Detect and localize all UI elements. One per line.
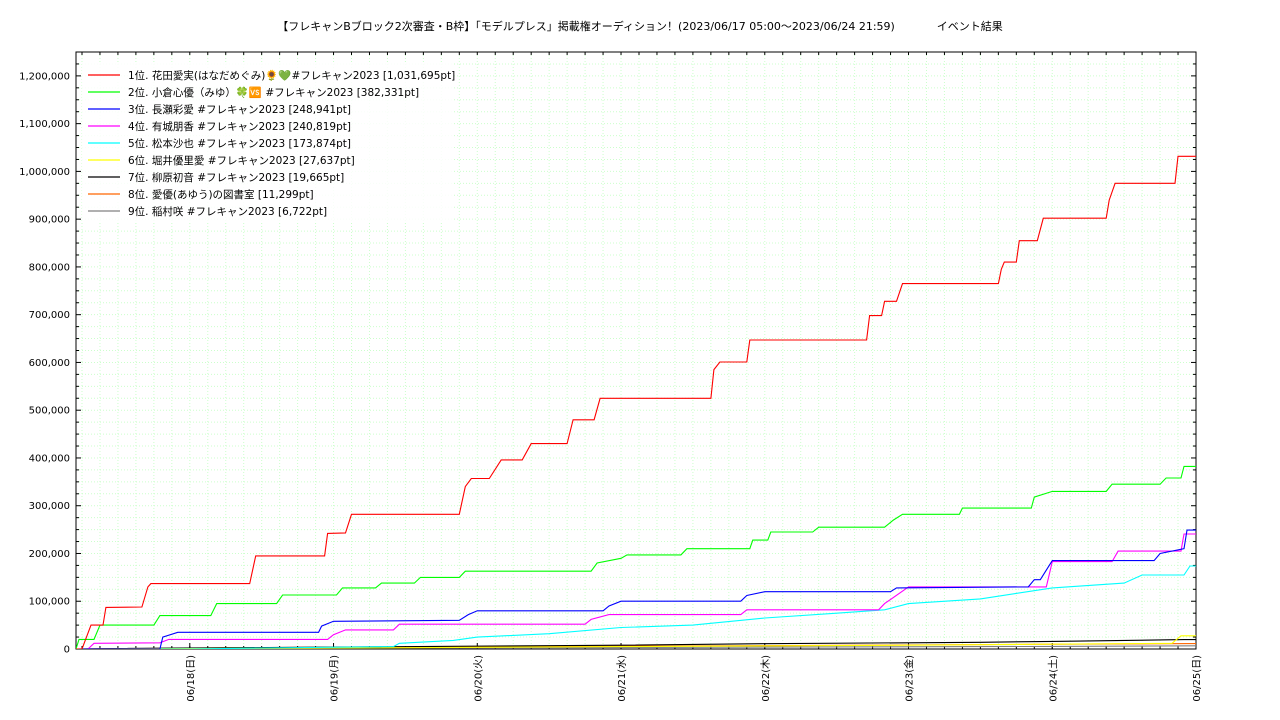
y-tick-label: 1,000,000 [19, 167, 70, 178]
legend-box [82, 62, 452, 222]
y-tick-label: 400,000 [29, 453, 70, 464]
legend-entry: 7位. 柳原初音 #フレキャン2023 [19,665pt] [128, 171, 344, 184]
legend-entry: 3位. 長瀬彩愛 #フレキャン2023 [248,941pt] [128, 103, 351, 116]
legend-entry: 4位. 有城朋香 #フレキャン2023 [240,819pt] [128, 120, 351, 133]
x-tick-label: 06/25(日) [1192, 655, 1203, 702]
legend-entry: 9位. 稲村咲 #フレキャン2023 [6,722pt] [128, 205, 327, 218]
legend-entry: 8位. 愛優(あゆう)の図書室 [11,299pt] [128, 188, 314, 201]
x-tick-label: 06/20(火) [472, 655, 484, 702]
x-tick-label: 06/18(日) [186, 655, 197, 702]
series-line [76, 635, 1196, 649]
series-line [76, 533, 1196, 649]
chart-title: 【フレキャンBブロック2次審査・B枠】「モデルプレス」掲載権オーディション！(2… [277, 20, 1003, 33]
series-line [76, 565, 1196, 649]
x-tick-label: 06/23(金) [903, 655, 916, 702]
y-tick-label: 1,200,000 [19, 71, 70, 82]
x-tick-label: 06/21(水) [616, 655, 628, 702]
legend-entry: 1位. 花田愛実(はなだめぐみ)🌻💚#フレキャン2023 [1,031,695p… [128, 69, 455, 82]
y-tick-label: 0 [64, 645, 70, 656]
y-tick-label: 200,000 [29, 549, 70, 560]
series-line [76, 529, 1196, 649]
series-line [76, 155, 1196, 649]
legend-entry: 5位. 松本沙也 #フレキャン2023 [173,874pt] [128, 137, 351, 150]
y-tick-label: 700,000 [29, 310, 70, 321]
x-tick-label: 06/19(月) [329, 655, 341, 702]
y-tick-label: 300,000 [29, 501, 70, 512]
x-tick-label: 06/24(土) [1046, 655, 1059, 702]
y-tick-label: 500,000 [29, 406, 70, 417]
y-tick-label: 800,000 [29, 262, 70, 273]
legend-entry: 2位. 小倉心優（みゆ）🍀🆚 #フレキャン2023 [382,331pt] [128, 86, 419, 99]
y-tick-label: 600,000 [29, 358, 70, 369]
y-tick-label: 1,100,000 [19, 119, 70, 130]
y-tick-label: 100,000 [29, 597, 70, 608]
legend-entry: 6位. 堀井優里愛 #フレキャン2023 [27,637pt] [128, 154, 355, 167]
y-tick-label: 900,000 [29, 215, 70, 226]
series-line [76, 465, 1196, 649]
x-tick-label: 06/22(木) [760, 655, 772, 702]
series-line [76, 639, 1196, 649]
